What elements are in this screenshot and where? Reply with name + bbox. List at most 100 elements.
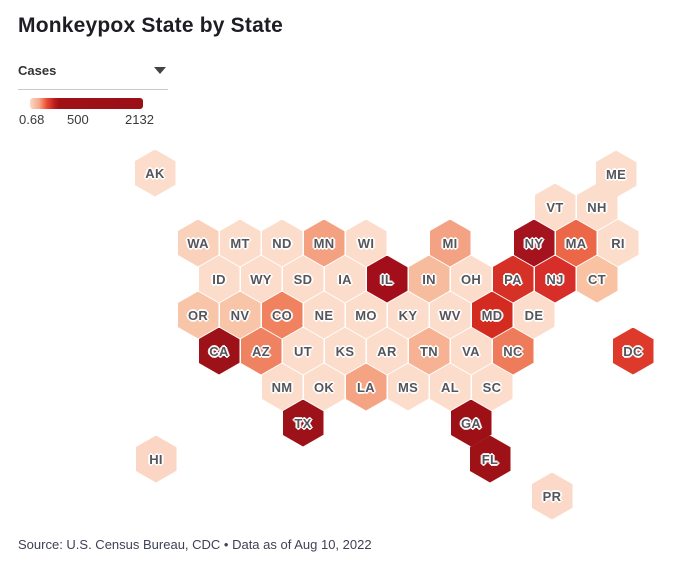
state-label-sd: SD [293, 271, 313, 287]
state-label-tn: TN [420, 343, 438, 359]
state-label-la: LA [357, 379, 375, 395]
state-hex-wi[interactable]: WI [345, 219, 387, 267]
state-hex-tn[interactable]: TN [408, 327, 450, 375]
state-hex-nd[interactable]: ND [261, 219, 303, 267]
state-hex-ar[interactable]: AR [366, 327, 408, 375]
state-label-ct: CT [588, 271, 606, 287]
state-label-de: DE [524, 307, 544, 323]
state-hex-dc[interactable]: DC [612, 327, 654, 375]
state-hex-ak[interactable]: AK [134, 149, 176, 197]
state-hex-nm[interactable]: NM [261, 363, 303, 411]
state-label-ak: AK [145, 165, 165, 181]
state-hex-ut[interactable]: UT [282, 327, 324, 375]
state-hex-ne[interactable]: NE [303, 291, 345, 339]
state-label-ia: IA [338, 271, 352, 287]
state-hex-mo[interactable]: MO [345, 291, 387, 339]
state-label-wy: WY [250, 271, 272, 287]
state-label-mt: MT [230, 235, 250, 251]
state-hex-hi[interactable]: HI [135, 435, 177, 483]
metric-dropdown-label: Cases [18, 63, 57, 78]
state-hex-sc[interactable]: SC [471, 363, 513, 411]
state-label-in: IN [422, 271, 436, 287]
metric-dropdown[interactable]: Cases [18, 62, 168, 90]
state-label-ne: NE [314, 307, 334, 323]
state-hex-ms[interactable]: MS [387, 363, 429, 411]
state-label-pa: PA [504, 271, 522, 287]
state-label-nv: NV [230, 307, 250, 323]
state-label-ok: OK [313, 379, 335, 395]
state-hex-al[interactable]: AL [429, 363, 471, 411]
state-label-nh: NH [587, 199, 607, 215]
state-label-tx: TX [294, 415, 312, 431]
state-label-wv: WV [439, 307, 461, 323]
state-hex-in[interactable]: IN [408, 255, 450, 303]
state-label-hi: HI [149, 451, 163, 467]
legend-labels: 0.68 500 2132 [19, 112, 154, 128]
legend-max-label: 2132 [125, 112, 154, 127]
state-hex-nv[interactable]: NV [219, 291, 261, 339]
state-label-al: AL [441, 379, 459, 395]
state-label-sc: SC [482, 379, 502, 395]
state-hex-mn[interactable]: MN [303, 219, 345, 267]
state-label-il: IL [380, 271, 394, 287]
state-label-wi: WI [357, 235, 375, 251]
state-label-nc: NC [503, 343, 523, 359]
source-attribution: Source: U.S. Census Bureau, CDC • Data a… [18, 537, 372, 552]
state-hex-ks[interactable]: KS [324, 327, 366, 375]
state-hex-pr[interactable]: PR [531, 472, 573, 520]
state-hex-la[interactable]: LA [345, 363, 387, 411]
state-label-ut: UT [294, 343, 312, 359]
state-label-ar: AR [377, 343, 397, 359]
state-hex-ok[interactable]: OK [303, 363, 345, 411]
state-label-md: MD [481, 307, 503, 323]
state-label-id: ID [212, 271, 226, 287]
state-label-mn: MN [313, 235, 335, 251]
state-label-az: AZ [252, 343, 270, 359]
state-label-ks: KS [335, 343, 355, 359]
state-label-dc: DC [623, 343, 643, 359]
legend-min-label: 0.68 [19, 112, 45, 127]
state-label-mo: MO [355, 307, 377, 323]
legend-mid-label: 500 [67, 112, 89, 127]
state-hex-or[interactable]: OR [177, 291, 219, 339]
state-hex-mi[interactable]: MI [429, 219, 471, 267]
state-label-ny: NY [524, 235, 544, 251]
state-label-or: OR [187, 307, 209, 323]
state-label-co: CO [271, 307, 293, 323]
state-label-ma: MA [565, 235, 587, 251]
state-hex-wv[interactable]: WV [429, 291, 471, 339]
state-label-mi: MI [442, 235, 458, 251]
state-hex-wy[interactable]: WY [240, 255, 282, 303]
state-label-ri: RI [611, 235, 625, 251]
state-hex-co[interactable]: CO [261, 291, 303, 339]
state-hex-az[interactable]: AZ [240, 327, 282, 375]
state-hex-va[interactable]: VA [450, 327, 492, 375]
state-label-wa: WA [187, 235, 209, 251]
state-label-oh: OH [460, 271, 482, 287]
state-hex-ca[interactable]: CA [198, 327, 240, 375]
legend-gradient-bar [30, 98, 143, 109]
state-hex-ky[interactable]: KY [387, 291, 429, 339]
state-hex-oh[interactable]: OH [450, 255, 492, 303]
state-label-pr: PR [542, 488, 562, 504]
state-label-fl: FL [481, 451, 499, 467]
state-label-me: ME [605, 166, 627, 182]
state-label-va: VA [462, 343, 480, 359]
state-label-ms: MS [397, 379, 419, 395]
state-hex-il[interactable]: IL [366, 255, 408, 303]
state-hex-fl[interactable]: FL [469, 435, 511, 483]
state-hex-md[interactable]: MD [471, 291, 513, 339]
state-hex-id[interactable]: ID [198, 255, 240, 303]
state-hex-sd[interactable]: SD [282, 255, 324, 303]
state-label-ca: CA [209, 343, 229, 359]
state-hex-tx[interactable]: TX [282, 399, 324, 447]
state-label-ga: GA [460, 415, 482, 431]
state-hex-ga[interactable]: GA [450, 399, 492, 447]
state-label-nm: NM [271, 379, 293, 395]
state-label-nd: ND [272, 235, 292, 251]
caret-down-icon [154, 67, 166, 74]
page-title: Monkeypox State by State [18, 14, 284, 37]
state-label-vt: VT [546, 199, 564, 215]
state-hex-ia[interactable]: IA [324, 255, 366, 303]
